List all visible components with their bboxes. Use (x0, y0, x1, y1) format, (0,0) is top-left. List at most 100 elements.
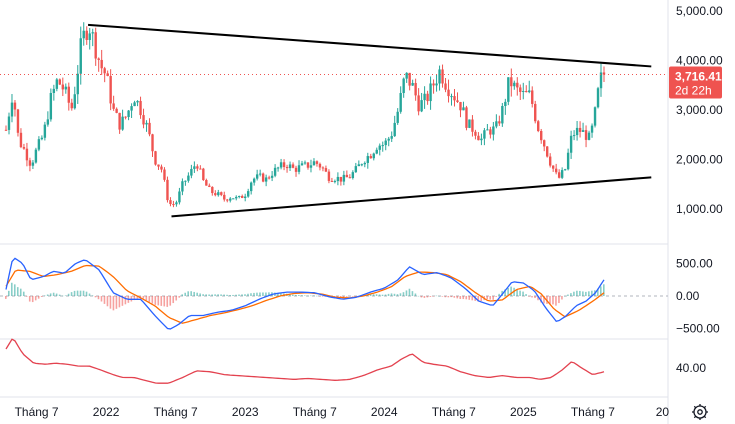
macd-histogram-bar (187, 291, 189, 296)
candle-body (501, 105, 504, 124)
candle-body (4, 129, 8, 131)
candle-body (25, 148, 29, 161)
candle-body (148, 122, 151, 135)
macd-histogram-bar (88, 293, 91, 296)
candle-body (238, 196, 241, 198)
macd-histogram-bar (226, 294, 228, 296)
macd-histogram-bar (157, 296, 160, 306)
candle-body (187, 175, 190, 181)
price-pane[interactable] (0, 22, 668, 218)
macd-histogram-bar (591, 290, 593, 296)
macd-histogram-bar (121, 296, 124, 306)
candle-body (181, 181, 184, 192)
candle-body (426, 93, 429, 102)
candle-body (88, 33, 91, 40)
trendline-upper[interactable] (87, 23, 652, 68)
macd-histogram-bar (214, 294, 216, 296)
candle-body (112, 103, 115, 109)
macd-histogram-bar (40, 296, 43, 297)
macd-histogram-bar (351, 296, 354, 297)
price-axis[interactable]: 5,000.00 4,000.00 3,000.00 2,000.00 1,000.00 (676, 4, 723, 216)
rsi-axis[interactable]: 40.00 (676, 361, 706, 375)
macd-histogram-bar (85, 291, 88, 296)
macd-histogram-bar (49, 293, 52, 296)
candle-body (480, 138, 483, 141)
time-axis[interactable]: Tháng 7 2022 Tháng 7 2023 Tháng 7 2024 Tháng 7… (15, 405, 670, 419)
candle-body (34, 149, 38, 163)
macd-histogram-bar (202, 294, 204, 296)
macd-histogram-bar (37, 296, 40, 299)
macd-histogram-bar (570, 293, 572, 296)
macd-histogram-bar (369, 294, 372, 296)
macd-histogram-bar (76, 290, 79, 296)
candle-body (160, 166, 163, 170)
macd-histogram-bar (402, 292, 405, 296)
candle-body (375, 149, 378, 154)
current-price-tag: 3,716.41 2d 22h (669, 66, 722, 99)
candle-body (223, 194, 226, 200)
macd-histogram-bar (154, 296, 157, 305)
macd-histogram-bar (34, 296, 37, 301)
candle-body (118, 112, 121, 130)
macd-histogram-bar (10, 282, 13, 296)
rsi-pane[interactable] (5, 338, 605, 384)
macd-histogram-bar (79, 290, 82, 296)
macd-histogram-bar (372, 294, 375, 296)
macd-histogram-bar (175, 296, 178, 301)
candle-body (345, 174, 349, 178)
candle-body (279, 162, 283, 168)
candle-body (548, 156, 552, 166)
candle-body (578, 127, 582, 132)
candle-body (103, 68, 106, 74)
macd-histogram-bar (528, 296, 530, 297)
candle-body (208, 185, 211, 187)
macd-histogram-bar (262, 292, 264, 296)
candle-body (435, 83, 438, 86)
trendline-lower[interactable] (171, 176, 652, 218)
macd-histogram-bar (211, 294, 213, 296)
macd-histogram-bar (417, 295, 420, 297)
macd-histogram-bar (28, 296, 31, 302)
macd-histogram-bar (196, 292, 198, 296)
candle-body (360, 164, 364, 166)
candle-body (244, 196, 247, 199)
candle-body (351, 172, 355, 179)
time-tick-label: 2025 (510, 405, 537, 419)
candle-body (196, 166, 199, 169)
macd-histogram-bar (432, 296, 435, 297)
macd-histogram-bar (235, 294, 237, 296)
candle-body (372, 153, 375, 159)
macd-histogram-bar (579, 290, 581, 296)
candle-body (557, 172, 561, 178)
macd-histogram-bar (336, 296, 339, 297)
candle-body (309, 165, 313, 168)
candle-body (133, 102, 136, 107)
time-tick-label: Tháng 7 (571, 405, 615, 419)
macd-histogram-bar (318, 296, 321, 297)
candle-body (342, 174, 346, 182)
candle-body (166, 179, 169, 201)
candle-body (211, 186, 214, 194)
macd-histogram-bar (486, 296, 488, 300)
macd-histogram-bar (139, 296, 142, 298)
macd-line (5, 257, 605, 330)
candle-body (528, 90, 531, 93)
macd-histogram-bar (309, 295, 312, 297)
candle-body (100, 59, 103, 69)
candle-body (246, 191, 250, 197)
gear-icon[interactable] (692, 404, 708, 420)
macd-pane[interactable] (0, 257, 668, 330)
macd-histogram-bar (280, 293, 282, 296)
candle-body (64, 86, 67, 90)
candle-body (396, 111, 399, 123)
macd-histogram-bar (378, 294, 381, 296)
candle-body (178, 191, 181, 203)
candle-body (504, 101, 507, 106)
candle-body (193, 166, 196, 169)
macd-histogram-bar (268, 292, 270, 296)
candle-body (339, 176, 343, 182)
macd-tick-label: −500.00 (676, 322, 720, 336)
macd-axis[interactable]: 500.00 0.00 −500.00 (676, 257, 720, 336)
price-tick-label: 2,000.00 (676, 153, 723, 167)
